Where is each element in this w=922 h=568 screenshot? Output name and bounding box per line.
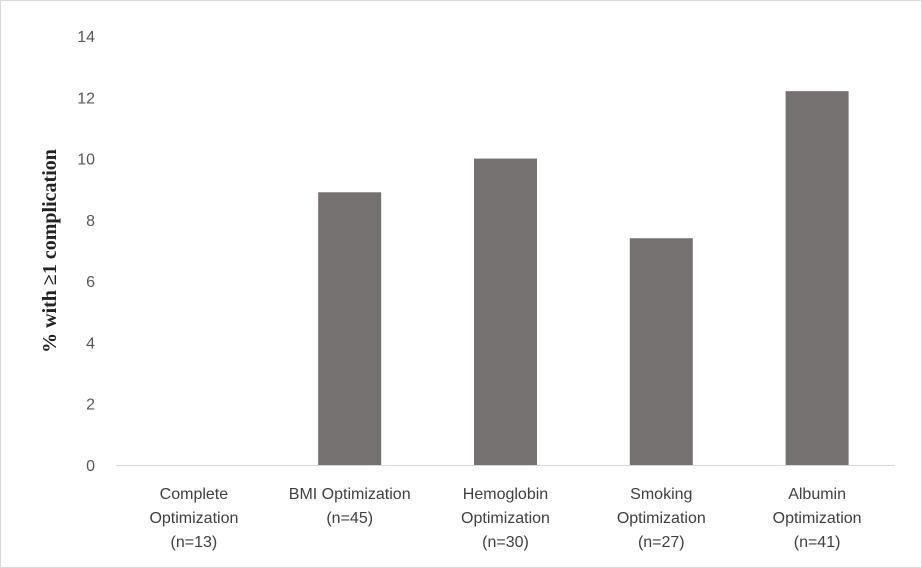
- y-axis-title: % with ≥1 complication: [39, 149, 61, 353]
- x-tick-label-line: Complete: [160, 486, 229, 503]
- x-tick-label-line: Optimization: [149, 510, 238, 527]
- bar: [785, 91, 849, 466]
- bar: [629, 238, 693, 465]
- x-tick-label: Smoking Optimization (n=27): [617, 486, 706, 551]
- x-tick-label: Complete Optimization (n=13): [149, 486, 238, 551]
- x-axis-labels: Complete Optimization (n=13) BMI Optimizati…: [149, 486, 861, 551]
- x-tick-label-line: Albumin: [788, 486, 846, 503]
- bar: [318, 192, 382, 465]
- y-tick-label: 4: [86, 335, 95, 352]
- y-tick-label: 6: [86, 274, 95, 291]
- x-tick-label-line: (n=45): [326, 510, 373, 527]
- x-tick-label: Hemoglobin Optimization (n=30): [461, 486, 550, 551]
- x-tick-label-line: Smoking: [630, 486, 692, 503]
- bar: [474, 158, 537, 466]
- y-tick-label: 14: [77, 29, 95, 46]
- x-tick-label-line: (n=41): [794, 534, 841, 551]
- x-tick-label-line: Optimization: [461, 510, 550, 527]
- y-axis-ticks: 0 2 4 6 8 10 12 14: [77, 29, 95, 475]
- y-tick-label: 12: [77, 90, 95, 107]
- y-tick-label: 2: [86, 397, 95, 414]
- y-tick-label: 10: [77, 152, 95, 169]
- x-tick-label-line: Hemoglobin: [463, 486, 548, 503]
- x-tick-label-line: (n=27): [638, 534, 685, 551]
- y-tick-label: 8: [86, 213, 95, 230]
- x-tick-label-line: Optimization: [773, 510, 862, 527]
- bars: [318, 91, 849, 466]
- x-tick-label-line: Optimization: [617, 510, 706, 527]
- x-tick-label-line: (n=13): [171, 534, 218, 551]
- x-tick-label-line: (n=30): [482, 534, 529, 551]
- y-tick-label: 0: [86, 458, 95, 475]
- x-tick-label-line: BMI Optimization: [289, 486, 411, 503]
- x-tick-label: BMI Optimization (n=45): [289, 486, 411, 527]
- x-tick-label: Albumin Optimization (n=41): [773, 486, 862, 551]
